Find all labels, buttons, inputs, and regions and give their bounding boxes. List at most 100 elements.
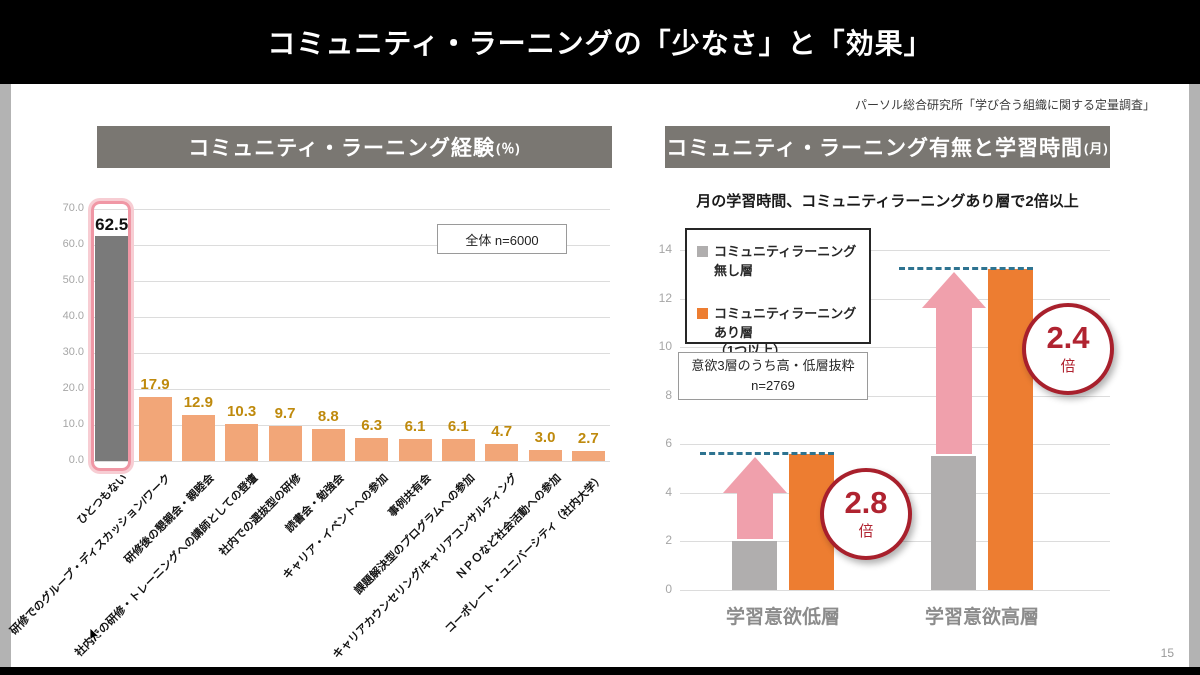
left-edge-strip [0,84,11,667]
right-edge-strip [1189,84,1200,667]
multiplier-badge-low: 2.8 倍 [820,468,912,560]
y-axis-tick-label: 20.0 [62,382,84,394]
bar-no-community [732,541,777,590]
y-axis-tick-label: 50.0 [62,274,84,286]
increase-arrow [722,457,787,540]
gridline [680,250,1110,251]
bar-value-label: 6.1 [404,418,426,436]
gridline [680,347,1110,349]
right-chart-header-unit: (月) [1084,140,1109,156]
category-label: コーポレート・ユニバーシティ（社内大学） [443,472,607,636]
y-axis-tick-label: 8 [665,387,672,402]
gridline [90,317,610,318]
gridline [90,209,610,210]
multiplier-low-unit: 倍 [858,523,874,540]
bar-value-label: 12.9 [183,393,213,411]
bar [398,439,432,461]
bar-value-label: 10.3 [227,402,257,420]
bar [571,451,605,461]
group-label: 学習意欲低層 [725,607,840,628]
bar [528,450,562,461]
subsample-box: 意欲3層のうち高・低層抜粋 n=2769 [678,352,868,400]
bar [181,414,215,461]
arrow-head [921,272,986,309]
bottom-bar [0,667,1200,675]
multiplier-high-value: 2.4 [1046,320,1090,355]
left-chart-header-unit: (％) [496,140,521,156]
y-axis-tick-label: 10 [658,339,672,354]
slide-title: コミュニティ・ラーニングの「少なさ」と「効果」 [267,28,933,59]
multiplier-badge-high: 2.4 倍 [1022,303,1114,395]
y-axis-tick-label: 40.0 [62,310,84,322]
learning-time-bar-chart: 0 2 4 6 8 10 12 14 学習意欲低層 学習意欲高層 [659,242,1110,628]
arrow-head [722,457,787,493]
bar-value-label: 17.9 [140,375,170,393]
y-axis-tick-label: 14 [658,242,672,256]
bar [441,439,475,461]
gridline [680,590,1110,591]
arrow-shaft [935,308,972,455]
gridline [680,444,1110,446]
sample-size-text: 全体 n=6000 [465,232,539,248]
y-axis-tick-label: 2 [665,533,672,548]
gridline [90,353,610,354]
bar-with-community [988,269,1033,590]
legend-label-any-line1: コミュニティラーニングあり層 [714,305,857,340]
bar [355,438,389,461]
legend-entry-any: コミュニティラーニングあり層 （1つ以上） [697,305,859,362]
experience-bar-chart: 0.0 10.0 20.0 30.0 40.0 50.0 60.0 70.0 62.5 ひとつもな… [8,201,610,661]
bar-value-label: 2.7 [577,430,599,448]
bar-value-label: 6.1 [447,418,469,436]
y-axis-tick-label: 10.0 [62,418,84,430]
left-chart-header-text: コミュニティ・ラーニング経験 [188,137,496,160]
gridline [680,298,1110,300]
multiplier-high-unit: 倍 [1060,358,1076,375]
left-chart-header: コミュニティ・ラーニング経験 (％) [97,126,612,168]
legend: コミュニティラーニング無し層 コミュニティラーニングあり層 （1つ以上） [685,228,871,358]
gridline [680,395,1110,397]
bar-value-label: 9.7 [274,405,296,423]
legend-label-none: コミュニティラーニング無し層 [714,244,857,278]
multiplier-low-value: 2.8 [844,485,888,520]
y-axis-tick-label: 12 [658,290,672,305]
y-axis-tick-label: 70.0 [62,202,84,214]
reference-dashed-line [899,267,1033,271]
source-attribution: パーソル総合研究所「学び合う組織に関する定量調査」 [854,98,1155,112]
bar [95,236,129,461]
y-axis-tick-label: 4 [665,484,672,499]
gridline [90,245,610,246]
legend-swatch-orange-icon [697,307,708,319]
legend-label-any: コミュニティラーニングあり層 （1つ以上） [714,305,859,362]
bar [138,396,172,461]
bar [485,444,519,461]
bar-value-label: 62.5 [95,215,129,234]
bar [311,429,345,461]
reference-dashed-line [700,452,834,455]
highlight-frame [91,201,132,471]
increase-arrow [921,272,986,455]
legend-entry-none: コミュニティラーニング無し層 [697,243,859,281]
bar-no-community [931,456,976,590]
group-label: 学習意欲高層 [924,607,1039,628]
y-axis-tick-label: 0.0 [68,454,84,466]
right-chart-header: コミュニティ・ラーニング有無と学習時間 (月) [665,126,1110,168]
legend-swatch-gray-icon [697,246,708,257]
y-axis-tick-label: 30.0 [62,346,84,358]
category-label: 研修でのグループ・ディスカッション/ワーク [8,472,174,638]
bar-value-label: 8.8 [317,408,339,426]
bar-value-label: 3.0 [534,429,556,447]
gridline [90,425,610,426]
subsample-line1: 意欲3層のうち高・低層抜粋 [691,357,855,373]
y-axis-tick-label: 0 [665,582,672,596]
gridline [90,389,610,390]
y-axis-tick-label: 6 [665,436,672,451]
bar-value-label: 4.7 [491,423,513,441]
title-bar: コミュニティ・ラーニングの「少なさ」と「効果」 [0,0,1200,84]
page-number: 15 [1160,646,1174,660]
gridline [90,461,610,462]
y-axis-tick-label: 60.0 [62,238,84,250]
right-chart-header-text: コミュニティ・ラーニング有無と学習時間 [666,137,1084,160]
right-chart-subtitle: 月の学習時間、コミュニティラーニングあり層で2倍以上 [696,193,1079,210]
sample-size-box: 全体 n=6000 [437,224,567,254]
mouse-cursor-icon [90,628,101,643]
